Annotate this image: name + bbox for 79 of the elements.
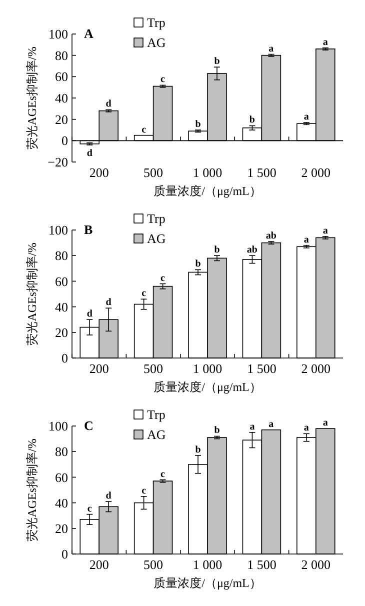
annotation: c	[160, 272, 166, 284]
x-tick-label: 2 000	[301, 557, 331, 572]
annotation: b	[214, 56, 220, 68]
annotation: b	[195, 119, 202, 130]
y-tick-label: 0	[62, 350, 68, 366]
annotation: a	[322, 36, 328, 48]
legend-label: AG	[147, 35, 166, 50]
annotation: b	[214, 244, 220, 256]
y-tick-label: 20	[55, 112, 68, 127]
annotation: c	[87, 503, 92, 514]
y-tick-label: 80	[55, 248, 68, 264]
y-tick-label: 100	[48, 418, 68, 434]
annotation: b	[214, 425, 220, 436]
y-tick-label: 40	[55, 495, 68, 510]
annotation: a	[322, 225, 328, 236]
y-tick-label: 80	[55, 48, 68, 63]
x-axis-title: 质量浓度/（μg/mL）	[154, 576, 262, 590]
annotation: a	[304, 422, 309, 434]
x-tick-label: 1 000	[192, 165, 222, 180]
annotation: c	[142, 124, 147, 136]
y-tick-label: 0	[62, 133, 68, 148]
y-tick-label: −20	[48, 154, 68, 170]
y-tick-label: 40	[55, 299, 68, 314]
x-axis-title: 质量浓度/（μg/mL）	[154, 380, 262, 394]
y-tick-label: 20	[55, 324, 68, 340]
annotation: a	[250, 421, 255, 432]
annotation: c	[160, 468, 166, 480]
x-axis-title: 质量浓度/（μg/mL）	[154, 184, 262, 198]
legend-label: Trp	[147, 15, 166, 30]
annotation: c	[142, 288, 147, 300]
x-tick-label: 1 000	[192, 361, 222, 376]
annotation: ab	[266, 230, 277, 242]
x-tick-label: 200	[89, 165, 109, 180]
y-tick-label: 60	[55, 470, 68, 485]
legend-label: Trp	[147, 407, 166, 422]
annotation: d	[106, 490, 112, 502]
x-tick-label: 500	[144, 165, 164, 180]
x-tick-label: 500	[144, 557, 164, 572]
annotation: a	[268, 418, 274, 430]
y-tick-label: 100	[48, 222, 68, 238]
annotation: d	[86, 148, 93, 159]
x-tick-label: 1 500	[247, 165, 276, 180]
annotation: b	[195, 258, 202, 270]
y-axis-title: 荧光AGEs抑制率/%	[25, 242, 39, 346]
y-tick-label: 20	[55, 520, 68, 536]
x-tick-label: 1 500	[247, 361, 276, 376]
annotation: a	[304, 234, 309, 246]
y-tick-label: 60	[55, 274, 68, 289]
annotation: c	[142, 485, 147, 496]
annotation: ab	[246, 244, 258, 256]
legend-label: Trp	[147, 211, 166, 226]
chart-title: A	[84, 26, 94, 41]
chart-title: C	[84, 418, 94, 433]
y-tick-label: 100	[48, 26, 68, 42]
x-tick-label: 200	[89, 361, 109, 376]
y-axis-title: 荧光AGEs抑制率/%	[25, 46, 39, 150]
x-tick-label: 2 000	[301, 165, 331, 180]
annotation: b	[195, 444, 202, 456]
y-axis-title: 荧光AGEs抑制率/%	[25, 438, 39, 542]
x-tick-label: 1 500	[247, 557, 276, 572]
annotation: a	[322, 418, 328, 429]
annotation: d	[86, 308, 93, 320]
annotation: a	[304, 112, 309, 123]
x-tick-label: 1 000	[192, 557, 222, 572]
annotation: b	[249, 114, 256, 126]
annotation: c	[160, 74, 166, 86]
x-tick-label: 2 000	[301, 361, 331, 376]
annotation: a	[268, 43, 274, 54]
y-tick-label: 80	[55, 444, 68, 460]
legend-label: AG	[147, 231, 166, 246]
y-tick-label: 40	[55, 90, 68, 106]
annotation: d	[106, 297, 112, 308]
y-tick-label: 60	[55, 69, 68, 84]
chart-title: B	[84, 222, 93, 237]
x-tick-label: 200	[89, 557, 109, 572]
x-tick-label: 500	[144, 361, 164, 376]
y-tick-label: 0	[62, 546, 68, 562]
legend-label: AG	[147, 427, 166, 442]
annotation: d	[106, 98, 112, 110]
